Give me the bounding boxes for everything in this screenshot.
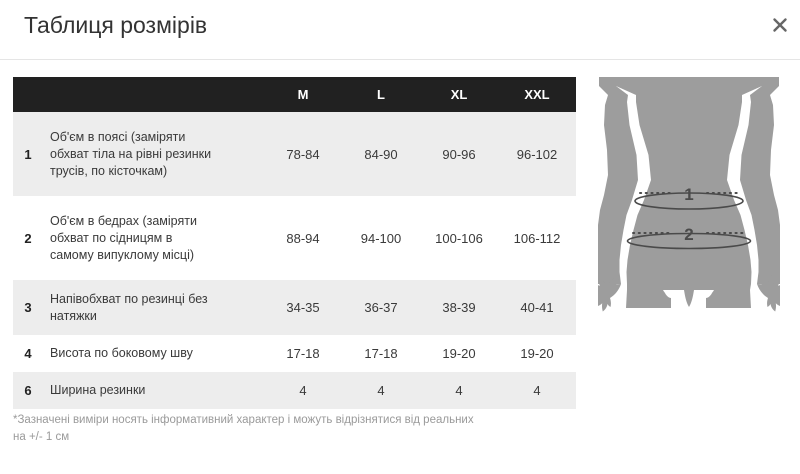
svg-text:2: 2 bbox=[684, 225, 693, 244]
svg-text:1: 1 bbox=[684, 185, 693, 204]
